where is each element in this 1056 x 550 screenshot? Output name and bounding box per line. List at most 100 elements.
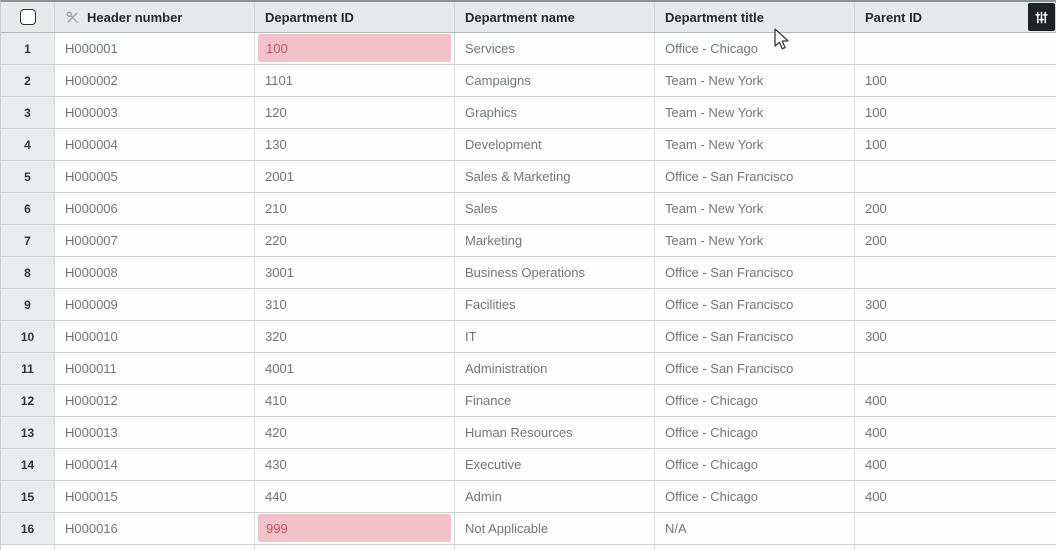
cell-department-name[interactable]: Business Operations bbox=[455, 257, 655, 288]
cell-header-number[interactable] bbox=[55, 545, 255, 550]
cell-department-id[interactable]: 2001 bbox=[255, 161, 455, 192]
cell-department-name[interactable]: IT bbox=[455, 321, 655, 352]
cell-department-title[interactable]: Office - San Francisco bbox=[655, 161, 855, 192]
cell-department-name[interactable]: Facilities bbox=[455, 289, 655, 320]
column-settings-button[interactable] bbox=[1028, 3, 1055, 31]
row-number[interactable]: 11 bbox=[1, 353, 55, 384]
cell-department-id[interactable]: 440 bbox=[255, 481, 455, 512]
row-number[interactable]: 1 bbox=[1, 33, 55, 64]
row-number[interactable]: 15 bbox=[1, 481, 55, 512]
row-number[interactable]: 4 bbox=[1, 129, 55, 160]
cell-department-title[interactable]: Team - New York bbox=[655, 97, 855, 128]
column-header-department-name[interactable]: Department name bbox=[455, 2, 655, 32]
cell-department-name[interactable]: Development bbox=[455, 129, 655, 160]
cell-parent-id[interactable] bbox=[855, 353, 1056, 384]
cell-header-number[interactable]: H000010 bbox=[55, 321, 255, 352]
row-number[interactable]: 3 bbox=[1, 97, 55, 128]
cell-department-id[interactable]: 220 bbox=[255, 225, 455, 256]
cell-header-number[interactable]: H000003 bbox=[55, 97, 255, 128]
cell-header-number[interactable]: H000009 bbox=[55, 289, 255, 320]
cell-header-number[interactable]: H000006 bbox=[55, 193, 255, 224]
cell-department-title[interactable]: Office - Chicago bbox=[655, 481, 855, 512]
cell-department-id[interactable]: 430 bbox=[255, 449, 455, 480]
cell-department-title[interactable]: Team - New York bbox=[655, 193, 855, 224]
cell-department-id[interactable]: 320 bbox=[255, 321, 455, 352]
cell-department-title[interactable]: Office - San Francisco bbox=[655, 353, 855, 384]
cell-department-name[interactable]: Administration bbox=[455, 353, 655, 384]
cell-department-name[interactable]: Human Resources bbox=[455, 417, 655, 448]
cell-department-id[interactable]: 130 bbox=[255, 129, 455, 160]
cell-header-number[interactable]: H000013 bbox=[55, 417, 255, 448]
cell-parent-id[interactable]: 400 bbox=[855, 449, 1056, 480]
cell-parent-id[interactable] bbox=[855, 33, 1056, 64]
cell-header-number[interactable]: H000005 bbox=[55, 161, 255, 192]
column-header-department-title[interactable]: Department title bbox=[655, 2, 855, 32]
cell-department-title[interactable]: Team - New York bbox=[655, 129, 855, 160]
cell-department-id[interactable]: 100 bbox=[255, 33, 455, 64]
cell-department-id[interactable]: 210 bbox=[255, 193, 455, 224]
cell-department-id[interactable]: 310 bbox=[255, 289, 455, 320]
cell-header-number[interactable]: H000001 bbox=[55, 33, 255, 64]
cell-department-title[interactable]: Office - San Francisco bbox=[655, 321, 855, 352]
cell-parent-id[interactable]: 400 bbox=[855, 417, 1056, 448]
cell-parent-id[interactable] bbox=[855, 161, 1056, 192]
cell-department-id[interactable] bbox=[255, 545, 455, 550]
cell-department-title[interactable]: Team - New York bbox=[655, 225, 855, 256]
cell-parent-id[interactable]: 400 bbox=[855, 385, 1056, 416]
cell-department-id[interactable]: 420 bbox=[255, 417, 455, 448]
cell-department-name[interactable]: Marketing bbox=[455, 225, 655, 256]
cell-header-number[interactable]: H000008 bbox=[55, 257, 255, 288]
cell-department-name[interactable] bbox=[455, 545, 655, 550]
cell-department-name[interactable]: Sales bbox=[455, 193, 655, 224]
row-number[interactable]: 12 bbox=[1, 385, 55, 416]
column-header-header-number[interactable]: Header number bbox=[55, 2, 255, 32]
cell-header-number[interactable]: H000014 bbox=[55, 449, 255, 480]
cell-header-number[interactable]: H000011 bbox=[55, 353, 255, 384]
cell-parent-id[interactable]: 300 bbox=[855, 289, 1056, 320]
cell-department-title[interactable]: Office - Chicago bbox=[655, 449, 855, 480]
cell-department-title[interactable]: Office - San Francisco bbox=[655, 257, 855, 288]
cell-parent-id[interactable]: 200 bbox=[855, 193, 1056, 224]
cell-department-id[interactable]: 410 bbox=[255, 385, 455, 416]
row-number[interactable]: 5 bbox=[1, 161, 55, 192]
cell-header-number[interactable]: H000015 bbox=[55, 481, 255, 512]
cell-department-title[interactable]: Office - Chicago bbox=[655, 33, 855, 64]
cell-department-id[interactable]: 4001 bbox=[255, 353, 455, 384]
column-header-parent-id[interactable]: Parent ID bbox=[855, 2, 1056, 32]
cell-parent-id[interactable] bbox=[855, 257, 1056, 288]
row-number[interactable]: 10 bbox=[1, 321, 55, 352]
cell-department-title[interactable] bbox=[655, 545, 855, 550]
cell-header-number[interactable]: H000007 bbox=[55, 225, 255, 256]
cell-department-id[interactable]: 1101 bbox=[255, 65, 455, 96]
cell-parent-id[interactable] bbox=[855, 545, 1056, 550]
cell-header-number[interactable]: H000012 bbox=[55, 385, 255, 416]
cell-department-name[interactable]: Services bbox=[455, 33, 655, 64]
cell-parent-id[interactable]: 300 bbox=[855, 321, 1056, 352]
cell-parent-id[interactable]: 200 bbox=[855, 225, 1056, 256]
cell-department-name[interactable]: Finance bbox=[455, 385, 655, 416]
cell-department-title[interactable]: Office - Chicago bbox=[655, 385, 855, 416]
cell-parent-id[interactable]: 100 bbox=[855, 129, 1056, 160]
row-number[interactable]: 13 bbox=[1, 417, 55, 448]
cell-department-name[interactable]: Graphics bbox=[455, 97, 655, 128]
cell-department-title[interactable]: Team - New York bbox=[655, 65, 855, 96]
cell-department-id[interactable]: 3001 bbox=[255, 257, 455, 288]
cell-department-id[interactable]: 999 bbox=[255, 513, 455, 544]
cell-parent-id[interactable]: 100 bbox=[855, 97, 1056, 128]
cell-parent-id[interactable]: 400 bbox=[855, 481, 1056, 512]
row-number[interactable]: 6 bbox=[1, 193, 55, 224]
cell-department-name[interactable]: Not Applicable bbox=[455, 513, 655, 544]
row-number[interactable]: 8 bbox=[1, 257, 55, 288]
row-number[interactable]: 7 bbox=[1, 225, 55, 256]
cell-department-title[interactable]: Office - San Francisco bbox=[655, 289, 855, 320]
cell-department-title[interactable]: N/A bbox=[655, 513, 855, 544]
cell-department-title[interactable]: Office - Chicago bbox=[655, 417, 855, 448]
row-number[interactable]: 16 bbox=[1, 513, 55, 544]
select-all-checkbox[interactable] bbox=[19, 9, 36, 25]
cell-department-name[interactable]: Sales & Marketing bbox=[455, 161, 655, 192]
cell-department-name[interactable]: Admin bbox=[455, 481, 655, 512]
column-header-department-id[interactable]: Department ID bbox=[255, 2, 455, 32]
cell-header-number[interactable]: H000016 bbox=[55, 513, 255, 544]
cell-parent-id[interactable]: 100 bbox=[855, 65, 1056, 96]
cell-department-name[interactable]: Campaigns bbox=[455, 65, 655, 96]
